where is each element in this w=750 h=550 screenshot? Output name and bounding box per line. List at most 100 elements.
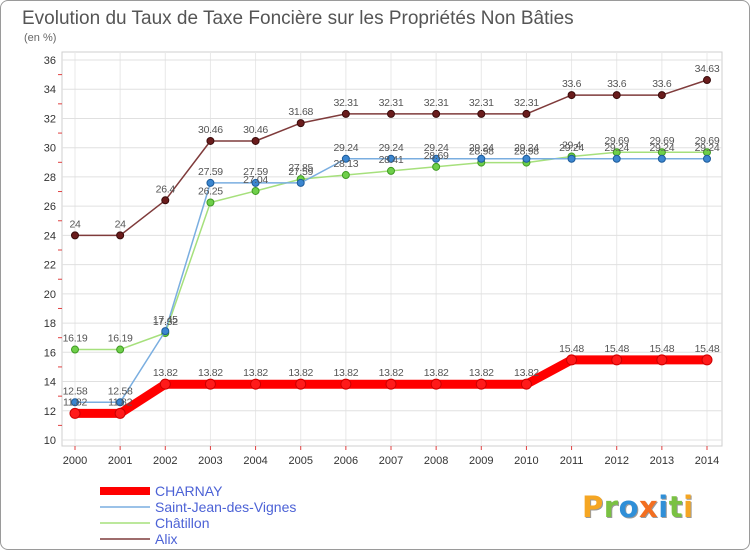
logo-letter: x [639,490,659,524]
data-point-charnay [385,378,397,390]
data-label: 29.69 [695,135,720,147]
legend-label: Alix [155,531,178,547]
proxiti-logo: Proxiti [582,493,694,522]
x-tick-label: 2002 [153,455,177,467]
data-point-saint-jean-des-vignes [432,154,441,163]
series-group [69,76,713,419]
data-label: 27.59 [198,166,223,178]
logo-letter: i [683,490,694,524]
data-point-alix [522,109,531,118]
data-point-charnay [159,378,171,390]
data-point-charnay [701,354,713,366]
data-point-alix [71,231,79,240]
x-tick-label: 2011 [560,455,584,467]
data-point-saint-jean-des-vignes [341,154,350,163]
data-label: 33.6 [562,78,582,90]
data-label: 29.24 [424,142,449,154]
data-point-saint-jean-des-vignes [567,154,576,163]
data-label: 26.25 [198,186,223,198]
data-label: 29.4 [562,139,582,151]
data-label: 31.68 [288,106,313,118]
x-tick-label: 2014 [695,455,719,467]
data-label: 29.24 [379,142,404,154]
y-tick-label: 16 [44,347,56,359]
y-tick-label: 24 [44,230,56,242]
data-label: 32.31 [514,97,539,109]
data-label: 30.46 [243,124,268,136]
y-tick-label: 30 [44,143,56,155]
data-label: 32.31 [379,97,404,109]
data-point-charnay [114,407,126,419]
legend-label: Châtillon [155,515,209,531]
x-tick-label: 2000 [63,455,87,467]
x-tick-label: 2003 [198,455,222,467]
data-point-saint-jean-des-vignes [477,154,486,163]
data-label: 30.46 [198,124,223,136]
data-label: 24 [69,218,81,230]
data-label: 29.69 [604,135,629,147]
data-point-saint-jean-des-vignes [522,154,531,163]
y-tick-label: 12 [44,406,56,418]
data-point-charnay [69,407,81,419]
data-label: 29.24 [559,142,584,154]
data-label: 32.31 [333,97,358,109]
data-label: 28.13 [333,158,358,170]
legend-label: CHARNAY [155,483,223,499]
data-label: 16.19 [108,333,133,345]
plot: 2000 2001 2002 2003 2004 2005 2006 2007 2008 2009… [44,51,723,547]
data-point-charnay [656,354,668,366]
data-label: 33.6 [652,78,672,90]
y-tick-label: 14 [44,377,56,389]
data-point-charnay [430,378,442,390]
logo-letter: i [658,490,669,524]
data-label: 29.24 [649,142,674,154]
data-point-charnay [340,378,352,390]
x-tick-label: 2001 [108,455,132,467]
y-tick-label: 28 [44,172,56,184]
logo-letter: t [668,490,684,524]
data-label: 13.82 [379,367,404,379]
data-point-saint-jean-des-vignes [296,178,305,187]
y-tick-label: 20 [44,289,56,301]
data-point-charnay [520,378,532,390]
y-tick-label: 18 [44,318,56,330]
data-point-saint-jean-des-vignes [387,154,395,163]
data-point-saint-jean-des-vignes [612,154,621,163]
x-tick-label: 2005 [288,455,312,467]
data-label: 13.82 [198,367,223,379]
data-point-chatillon [432,162,441,171]
y-tick-label: 32 [44,113,56,125]
data-point-alix [341,109,350,118]
data-point-alix [251,136,260,145]
data-point-saint-jean-des-vignes [116,398,125,407]
data-point-alix [296,119,305,128]
x-tick-label: 2010 [514,455,538,467]
data-label: 26.4 [156,183,176,195]
data-point-alix [477,109,486,118]
data-label: 24 [115,218,127,230]
y-tick-label: 34 [44,84,56,96]
data-point-alix [206,136,215,145]
data-label: 29.24 [695,142,720,154]
data-point-charnay [475,378,487,390]
legend-label: Saint-Jean-des-Vignes [155,499,296,515]
data-point-alix [657,91,666,100]
data-point-saint-jean-des-vignes [161,327,170,336]
data-label: 13.82 [153,367,178,379]
data-point-charnay [204,378,216,390]
data-label: 11.82 [108,396,132,408]
data-label: 13.82 [333,367,358,379]
data-point-saint-jean-des-vignes [657,154,666,163]
x-tick-label: 2013 [650,455,674,467]
data-label: 15.48 [649,343,674,355]
data-point-chatillon [341,171,350,180]
data-label: 33.6 [607,78,627,90]
data-label: 28.69 [424,150,449,162]
y-tick-label: 10 [44,435,56,447]
data-label: 27.85 [288,162,313,174]
legend-item: Alix [100,531,178,547]
data-point-alix [567,91,576,100]
legend-item: CHARNAY [100,483,223,499]
y-tick-label: 36 [44,55,56,67]
